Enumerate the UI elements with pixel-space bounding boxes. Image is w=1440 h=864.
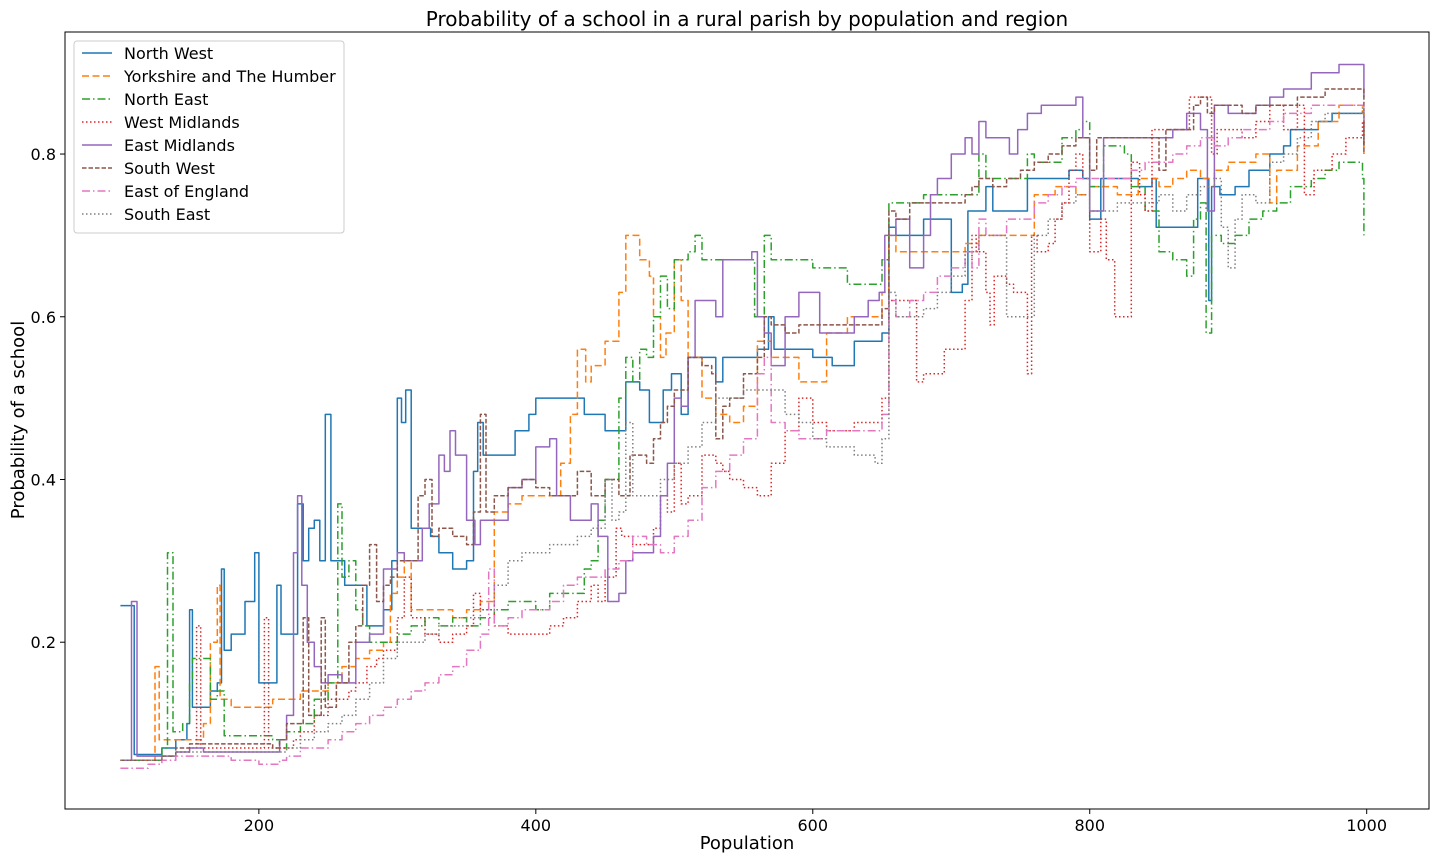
x-tick-label: 1000 [1346, 816, 1387, 835]
x-tick-label: 400 [521, 816, 552, 835]
legend-label: South West [124, 159, 215, 178]
series-line-east-of-england [120, 104, 1365, 770]
series-line-west-midlands [120, 96, 1365, 761]
y-tick-label: 0.4 [31, 470, 56, 489]
legend-label: North West [124, 44, 213, 63]
y-axis: 0.2 0.4 0.6 0.8 [31, 145, 65, 652]
y-tick-label: 0.6 [31, 308, 56, 327]
legend-frame [73, 40, 345, 234]
legend-label: East Midlands [124, 136, 235, 155]
plot-area-frame [64, 31, 1430, 810]
legend: North West Yorkshire and The Humber North … [73, 40, 345, 234]
series-layer [120, 63, 1365, 770]
legend-label: North East [124, 90, 208, 109]
y-axis-label: Probability of a school [8, 321, 29, 519]
y-tick-label: 0.8 [31, 145, 56, 164]
series-line-south-west [120, 88, 1365, 761]
x-axis: 200 400 600 800 1000 [244, 809, 1387, 835]
y-tick-label: 0.2 [31, 633, 56, 652]
legend-label: Yorkshire and The Humber [123, 67, 336, 86]
series-line-north-east [120, 120, 1365, 761]
x-axis-label: Population [700, 833, 795, 854]
series-line-east-midlands [120, 63, 1365, 761]
x-tick-label: 800 [1074, 816, 1105, 835]
x-tick-label: 200 [244, 816, 275, 835]
legend-label: West Midlands [124, 113, 240, 132]
series-line-yorkshire-and-the-humber [120, 104, 1365, 761]
x-tick-label: 600 [798, 816, 829, 835]
legend-label: South East [124, 205, 210, 224]
series-line-north-west [120, 112, 1365, 756]
chart-title: Probability of a school in a rural paris… [426, 7, 1068, 31]
legend-label: East of England [124, 182, 249, 201]
